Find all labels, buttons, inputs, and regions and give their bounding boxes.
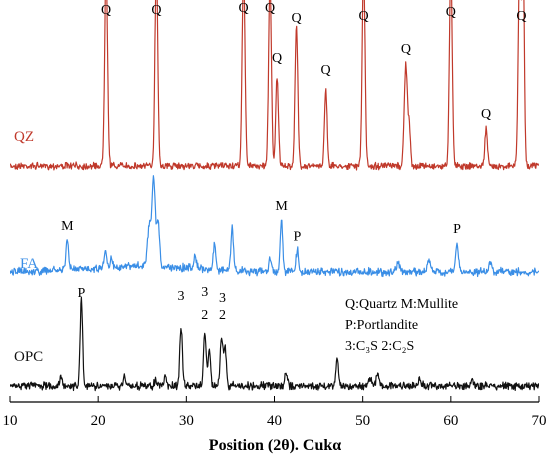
series-name-fa: FA [20, 256, 38, 272]
series-name-opc: OPC [14, 349, 43, 365]
legend-annotation: Q:Quartz M:Mullite P:Portlandite 3:C₃S 2… [345, 297, 458, 354]
peak-label: Q [151, 3, 161, 18]
peak-label: 3 [201, 285, 208, 300]
peak-label: 2 [219, 308, 226, 323]
peak-label: Q [239, 1, 249, 16]
x-tick-label: 60 [443, 413, 458, 429]
peak-label: M [61, 219, 74, 234]
peak-label: 2 [201, 308, 208, 323]
peak-label: Q [291, 11, 301, 26]
peak-label: P [453, 222, 461, 237]
peak-label: Q [401, 42, 411, 57]
annotation-line-1: Q:Quartz M:Mullite [345, 297, 458, 312]
annotation-line-3: 3:C₃S 2:C₂S [345, 339, 414, 354]
series-line-opc [10, 296, 539, 392]
peak-label: Q [358, 9, 368, 24]
peak-label: Q [516, 9, 526, 24]
peak-label: P [78, 286, 86, 301]
x-tick-label: 50 [355, 413, 370, 429]
peak-label: M [275, 199, 288, 214]
x-tick-label: 40 [267, 413, 282, 429]
x-tick-label: 10 [3, 413, 18, 429]
series-layer [10, 0, 539, 392]
x-axis-title: Position (2θ). Cukα [209, 437, 341, 454]
peak-label: Q [272, 51, 282, 66]
series-line-fa [10, 175, 539, 278]
peak-label: 3 [178, 289, 185, 304]
peak-label: P [294, 229, 302, 244]
peak-label: Q [321, 63, 331, 78]
peak-label: Q [101, 3, 111, 18]
series-name-qz: QZ [14, 129, 34, 145]
peak-label: Q [265, 1, 275, 16]
x-ticks: 10 20 30 40 50 60 70 [3, 396, 547, 429]
peak-label: 3 [219, 291, 226, 306]
annotation-line-2: P:Portlandite [345, 318, 418, 333]
peak-label: Q [481, 107, 491, 122]
peak-label: Q [446, 5, 456, 20]
x-tick-label: 70 [532, 413, 547, 429]
series-line-qz [10, 0, 539, 171]
x-tick-label: 20 [91, 413, 106, 429]
x-tick-label: 30 [179, 413, 194, 429]
